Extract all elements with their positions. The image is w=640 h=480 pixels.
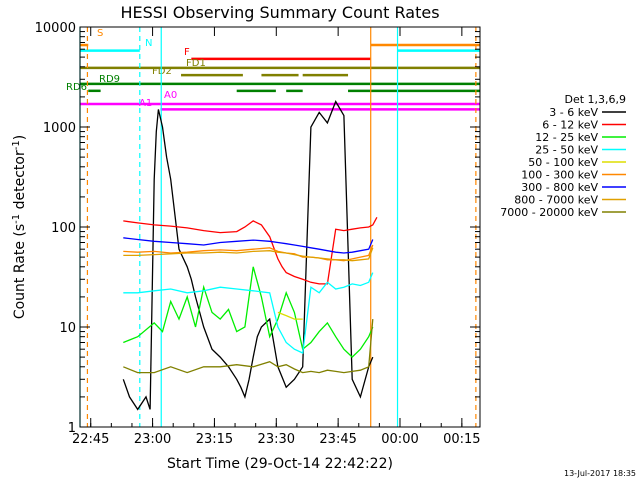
x-tick-label-1: 23:00 <box>134 432 171 447</box>
series-line-0 <box>122 100 374 411</box>
legend-label-1: 6 - 12 keV <box>542 119 598 132</box>
y-tick-label-4: 10000 <box>35 21 76 36</box>
series-line-1 <box>123 216 378 285</box>
flag-label-fd2: FD2 <box>152 66 172 77</box>
legend-label-8: 7000 - 20000 keV <box>500 206 598 219</box>
series-line-8 <box>123 319 374 374</box>
x-tick-label-6: 00:15 <box>443 432 480 447</box>
legend-label-2: 12 - 25 keV <box>535 131 598 144</box>
y-tick-label-2: 100 <box>51 221 76 236</box>
series-line-3 <box>123 272 374 354</box>
series-lines <box>122 100 378 411</box>
y-tick-label-1: 10 <box>59 321 76 336</box>
legend-label-7: 800 - 7000 keV <box>514 194 598 207</box>
flag-label-f: F <box>184 47 190 58</box>
flag-label-n: N <box>145 38 152 49</box>
legend-label-0: 3 - 6 keV <box>549 106 598 119</box>
flag-label-s: S <box>97 28 103 39</box>
x-tick-label-3: 23:30 <box>258 432 295 447</box>
x-tick-label-2: 23:15 <box>196 432 233 447</box>
chart-title: HESSI Observing Summary Count Rates <box>120 3 439 22</box>
y-axis-label: Count Rate (s-1 detector-1) <box>11 135 28 319</box>
series-line-6 <box>123 237 374 254</box>
y-tick-label-0: 1 <box>68 421 76 436</box>
axis-ticks: 22:45 23:00 23:15 23:30 23:45 00:00 00:15 1 10 10… <box>35 21 481 447</box>
flag-label-rd9: RD9 <box>99 74 120 85</box>
series-line-7 <box>123 247 374 262</box>
flag-label-a0: A0 <box>164 90 177 101</box>
x-axis-label: Start Time (29-Oct-14 22:42:22) <box>167 456 393 472</box>
x-tick-label-4: 23:45 <box>319 432 356 447</box>
x-tick-label-5: 00:00 <box>381 432 418 447</box>
flag-label-fd1: FD1 <box>186 58 206 69</box>
timestamp: 13-Jul-2017 18:35 <box>564 469 636 478</box>
x-tick-label-0: 22:45 <box>72 432 109 447</box>
legend-label-5: 100 - 300 keV <box>521 169 598 182</box>
legend-title: Det 1,3,6,9 <box>564 93 626 106</box>
legend-label-3: 25 - 50 keV <box>535 144 598 157</box>
series-line-2 <box>123 266 374 358</box>
series-line-4 <box>277 311 303 320</box>
y-tick-label-3: 1000 <box>43 121 76 136</box>
legend-label-4: 50 - 100 keV <box>528 156 598 169</box>
flag-label-rd6: RD6 <box>66 82 87 93</box>
legend-label-6: 300 - 800 keV <box>521 181 598 194</box>
flag-label-a1: A1 <box>139 98 152 109</box>
